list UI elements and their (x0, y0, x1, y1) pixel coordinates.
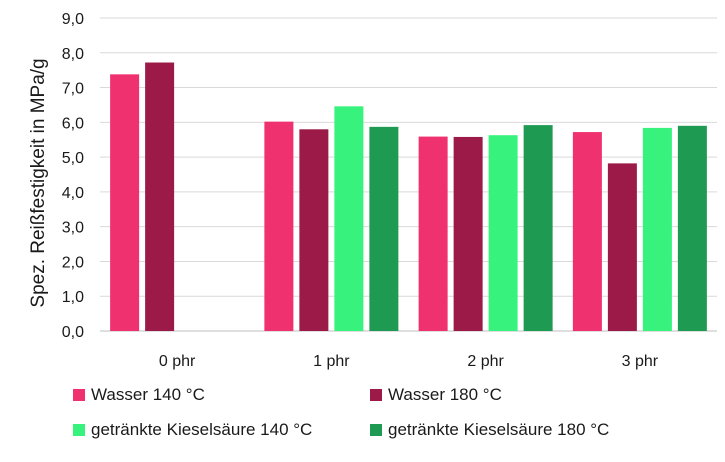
legend-item: Wasser 180 °C (370, 385, 502, 405)
y-tick-label: 1,0 (62, 289, 84, 306)
y-tick-label: 5,0 (62, 150, 84, 167)
legend-label: getränkte Kieselsäure 140 °C (91, 420, 313, 439)
legend-label: Wasser 140 °C (91, 385, 205, 404)
bars (110, 62, 707, 331)
legend-swatch (370, 389, 382, 401)
legend-item: getränkte Kieselsäure 140 °C (73, 420, 312, 440)
bar (453, 136, 483, 331)
bar (677, 125, 707, 331)
bar (299, 129, 329, 331)
bar (572, 132, 602, 331)
bar (369, 126, 399, 331)
legend-swatch (73, 424, 85, 436)
x-tick-label: 3 phr (622, 353, 659, 370)
y-tick-label: 3,0 (62, 220, 84, 237)
legend-label: Wasser 180 °C (388, 385, 502, 404)
x-tick-label: 0 phr (159, 353, 196, 370)
legend-item: Wasser 140 °C (73, 385, 205, 405)
legend-item: getränkte Kieselsäure 180 °C (370, 420, 609, 440)
bar (264, 121, 294, 331)
legend-swatch (370, 424, 382, 436)
legend-label: getränkte Kieselsäure 180 °C (388, 420, 610, 439)
x-tick-label: 1 phr (313, 353, 350, 370)
legend-swatch (73, 389, 85, 401)
bar (523, 125, 553, 331)
y-tick-label: 9,0 (62, 11, 84, 28)
bar (418, 136, 448, 331)
bar (145, 62, 175, 331)
y-tick-label: 6,0 (62, 115, 84, 132)
bar (488, 135, 518, 331)
bar (607, 163, 637, 331)
x-tick-labels: 0 phr 1 phr 2 phr 3 phr (159, 353, 659, 370)
bar (334, 106, 364, 331)
y-tick-label: 0,0 (62, 324, 84, 341)
y-tick-label: 2,0 (62, 254, 84, 271)
y-tick-labels: 0,0 1,0 2,0 3,0 4,0 5,0 6,0 7,0 8,0 9,0 (62, 11, 84, 341)
grid-lines (100, 17, 717, 332)
y-tick-label: 7,0 (62, 81, 84, 98)
bar (642, 127, 672, 331)
y-tick-label: 4,0 (62, 185, 84, 202)
bar (110, 74, 140, 331)
y-axis-label: Spez. Reißfestigkeit in MPa/g (28, 58, 49, 307)
x-tick-label: 2 phr (467, 353, 504, 370)
y-tick-label: 8,0 (62, 46, 84, 63)
